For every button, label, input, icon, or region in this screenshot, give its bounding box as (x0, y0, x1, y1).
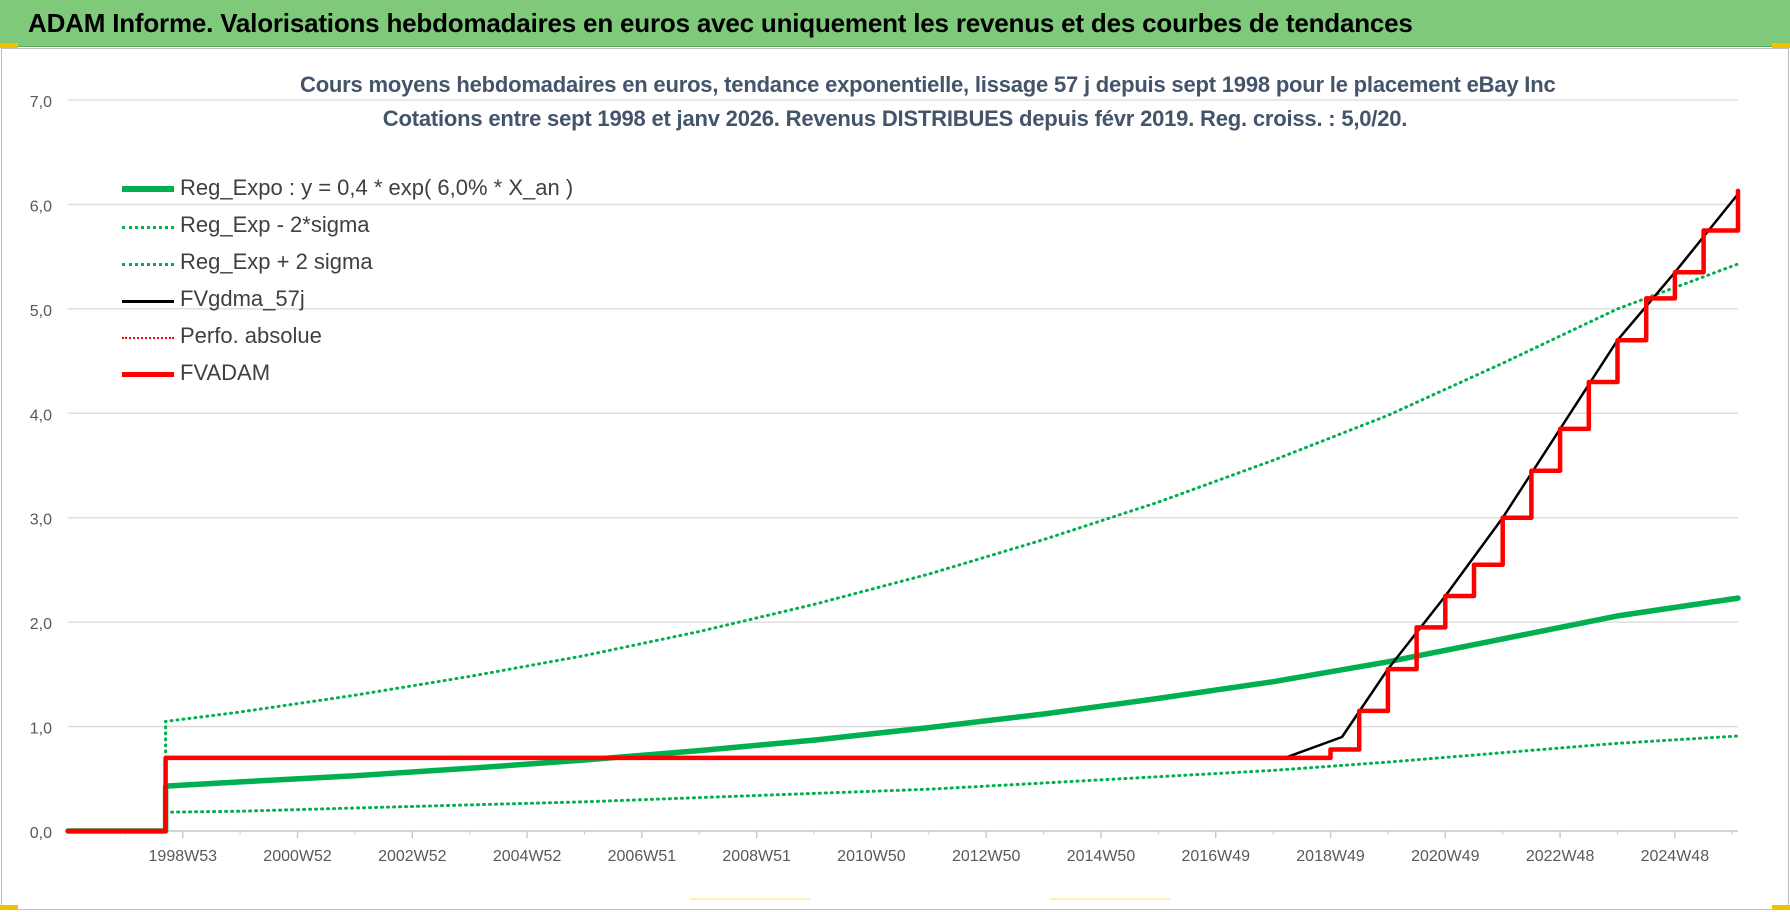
legend-item: Reg_Expo : y = 0,4 * exp( 6,0% * X_an ) (118, 172, 618, 208)
series-line-3 (1283, 192, 1740, 760)
x-tick-label: 2022W48 (1526, 848, 1595, 865)
frame-corner-marker (1772, 905, 1790, 910)
legend-swatch (122, 372, 174, 377)
series-line-1 (164, 734, 1740, 814)
selection-mark (690, 898, 810, 900)
legend-item: Perfo. absolue (118, 320, 618, 356)
x-tick-label: 2020W49 (1411, 848, 1480, 865)
legend-swatch (122, 337, 174, 339)
x-tick-label: 1998W53 (149, 848, 218, 865)
legend-label: Reg_Expo : y = 0,4 * exp( 6,0% * X_an ) (180, 175, 574, 200)
report-title: ADAM Informe. Valorisations hebdomadaire… (28, 8, 1413, 38)
legend-swatch (122, 226, 174, 229)
x-tick-label: 2004W52 (493, 848, 562, 865)
axes: 0,0 1,0 2,0 3,0 4,0 5,0 6,0 7,0 1998W53 2000W52 20… (30, 94, 1738, 865)
x-tick-label: 2024W48 (1641, 848, 1710, 865)
x-tick-label: 2016W49 (1182, 848, 1251, 865)
y-tick-label: 3,0 (30, 512, 52, 529)
legend-label: Reg_Exp + 2 sigma (180, 249, 373, 274)
chart-frame (1, 48, 1789, 910)
report-banner: ADAM Informe. Valorisations hebdomadaire… (0, 0, 1790, 47)
y-tick-label: 5,0 (30, 303, 52, 320)
legend-item: FVADAM (118, 357, 618, 393)
x-tick-label: 2006W51 (608, 848, 677, 865)
selection-mark (1050, 898, 1170, 900)
legend-label: Perfo. absolue (180, 323, 322, 348)
x-tick-label: 2014W50 (1067, 848, 1136, 865)
series-line-5 (65, 188, 1741, 834)
series-line-0 (65, 595, 1741, 834)
x-tick-label: 2010W50 (837, 848, 906, 865)
chart-title: Cours moyens hebdomadaires en euros, ten… (300, 72, 1556, 98)
y-tick-label: 2,0 (30, 616, 52, 633)
legend-label: Reg_Exp - 2*sigma (180, 212, 370, 237)
frame-corner-marker (0, 905, 18, 910)
legend-label: FVgdma_57j (180, 286, 305, 311)
y-tick-label: 6,0 (30, 198, 52, 215)
legend-label: FVADAM (180, 360, 271, 385)
x-tick-label: 2012W50 (952, 848, 1021, 865)
chart-subtitle: Cotations entre sept 1998 et janv 2026. … (300, 106, 1490, 132)
x-tick-label: 2018W49 (1296, 848, 1365, 865)
y-tick-label: 0,0 (30, 825, 52, 842)
legend-item: FVgdma_57j (118, 283, 618, 319)
legend-swatch (122, 263, 174, 266)
series-line-2 (164, 262, 1740, 760)
frame-corner-marker (0, 43, 18, 48)
y-tick-label: 4,0 (30, 407, 52, 424)
legend-swatch (122, 300, 174, 303)
x-tick-label: 2002W52 (378, 848, 447, 865)
legend-swatch (122, 186, 174, 192)
y-tick-label: 7,0 (30, 94, 52, 111)
series-lines (65, 188, 1741, 834)
frame-corner-marker (1772, 43, 1790, 48)
legend-item: Reg_Exp + 2 sigma (118, 246, 618, 282)
y-tick-label: 1,0 (30, 721, 52, 738)
legend-item: Reg_Exp - 2*sigma (118, 209, 618, 245)
x-tick-label: 2000W52 (263, 848, 332, 865)
x-tick-label: 2008W51 (722, 848, 791, 865)
